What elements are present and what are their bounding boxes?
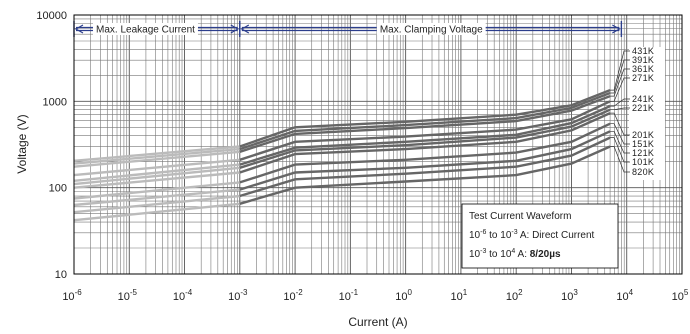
note-line-direct-current: 10-6 to 10-3 A: Direct Current <box>469 229 595 241</box>
y-tick-label: 10000 <box>36 10 67 22</box>
band-label: Max. Clamping Voltage <box>380 25 483 36</box>
legend-leader-391K <box>610 59 630 94</box>
series-leakage-line-201K <box>73 171 240 189</box>
note-line-pulse-waveform: 10-3 to 104 A: 8/20µs <box>469 248 561 260</box>
legend-leader-271K <box>610 77 630 102</box>
series-clamp-line-221K <box>239 108 611 169</box>
y-tick-label: 100 <box>49 183 67 195</box>
series-clamp-line-201K <box>239 112 611 174</box>
note-box <box>461 203 619 269</box>
series-leakage-line-121K <box>73 188 240 207</box>
x-tick-label: 101 <box>451 288 468 303</box>
legend-leader-361K <box>610 68 630 97</box>
x-tick-label: 10-5 <box>118 288 138 303</box>
plot-frame <box>73 14 683 275</box>
legend-label-221K: 221K <box>632 103 654 113</box>
legend-label-431K: 431K <box>632 46 654 56</box>
legend-leader-101K <box>610 137 630 163</box>
series-leakage-line-431K <box>73 145 240 162</box>
x-tick-label: 10-1 <box>339 288 359 303</box>
legend-label-101K: 101K <box>632 157 654 167</box>
series-leakage-line-241K <box>73 163 240 182</box>
legend-leader-201K <box>610 112 630 136</box>
series-clamp-line-151K <box>239 122 611 184</box>
series-clamp-line-271K <box>239 100 611 161</box>
series-clamp-line-391K <box>239 91 611 151</box>
band-label: Max. Leakage Current <box>96 25 195 36</box>
legend-leader-151K <box>610 123 630 145</box>
test-waveform-note: Test Current Waveform 10-6 to 10-3 A: Dir… <box>461 203 619 269</box>
x-tick-label: 10-6 <box>62 288 82 303</box>
legend-label-391K: 391K <box>632 55 654 65</box>
legend-leader-431K <box>610 50 630 91</box>
x-tick-label: 10-3 <box>228 288 248 303</box>
series-leakage-line-361K <box>73 150 240 168</box>
series-clamp-line-121K <box>239 130 611 191</box>
x-axis-label: Current (A) <box>348 315 407 329</box>
x-tick-label: 103 <box>561 288 578 303</box>
y-tick-labels: 10 100 1000 10000 <box>36 10 67 281</box>
legend-label-820K: 820K <box>632 167 654 177</box>
series-clamp-line-241K <box>239 105 611 166</box>
legend-label-201K: 201K <box>632 130 654 140</box>
x-tick-label: 105 <box>672 288 689 303</box>
band-label-bg <box>93 23 198 35</box>
series-clamp-line-101K <box>239 136 611 198</box>
legend-label-121K: 121K <box>632 148 654 158</box>
legend-leader-241K <box>610 98 630 107</box>
legend-leader-820K <box>610 146 630 173</box>
curve-layer <box>73 88 611 222</box>
band-label-bg <box>376 23 486 35</box>
x-tick-label: 10-4 <box>173 288 193 303</box>
series-clamp-line-820K <box>239 145 611 205</box>
series-leakage-line-151K <box>73 181 240 200</box>
series-clamp-line-361K <box>239 94 611 153</box>
band-arrow-left <box>240 24 250 34</box>
x-tick-label: 102 <box>506 288 523 303</box>
legend-label-241K: 241K <box>632 94 654 104</box>
x-tick-labels: 10-6 10-5 10-4 10-3 10-2 10-1 100 101 102 103 104 1… <box>62 288 689 303</box>
y-tick-label: 10 <box>55 269 67 281</box>
band-arrow-right <box>612 24 621 34</box>
series-leakage-line-221K <box>73 166 240 186</box>
legend-leader-121K <box>610 130 630 154</box>
y-axis-label: Voltage (V) <box>15 114 29 173</box>
note-title: Test Current Waveform <box>469 211 571 222</box>
x-tick-label: 10-2 <box>283 288 303 303</box>
x-tick-label: 104 <box>616 288 633 303</box>
series-leakage-line-820K <box>73 202 240 222</box>
legend-label-151K: 151K <box>632 139 654 149</box>
series-clamp-line-431K <box>239 88 611 148</box>
series-leakage-line-101K <box>73 194 240 214</box>
x-tick-label: 100 <box>395 288 412 303</box>
legend-background <box>629 47 665 180</box>
legend-label-271K: 271K <box>632 73 654 83</box>
range-bands: Max. Leakage Current Max. Clamping Voltag… <box>73 21 623 37</box>
legend-leader-221K <box>610 107 630 111</box>
series-leakage-line-391K <box>73 147 240 165</box>
legend-label-361K: 361K <box>632 64 654 74</box>
grid <box>73 15 682 275</box>
series-leakage-line-271K <box>73 158 240 177</box>
band-arrow-left <box>74 24 84 34</box>
y-tick-label: 1000 <box>43 96 67 108</box>
band-arrow-right <box>230 24 240 34</box>
